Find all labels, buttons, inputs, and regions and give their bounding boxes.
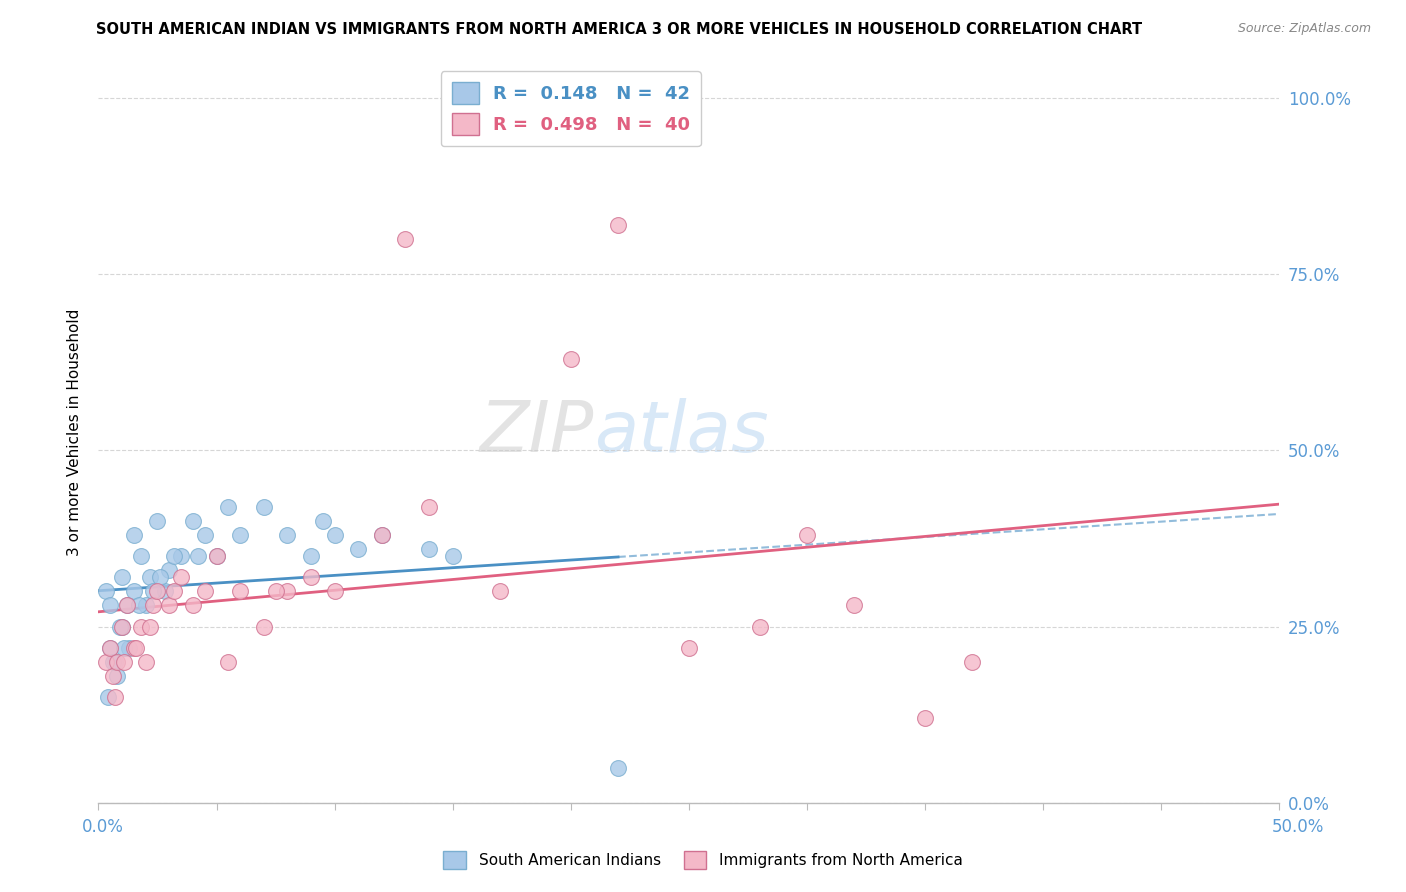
Point xyxy=(94,655,117,669)
Point xyxy=(253,619,276,633)
Point xyxy=(157,563,180,577)
Point xyxy=(139,570,162,584)
Point xyxy=(299,570,322,584)
Point xyxy=(98,640,121,655)
Point xyxy=(101,655,124,669)
Point xyxy=(142,584,165,599)
Point xyxy=(205,549,228,563)
Legend: R =  0.148   N =  42, R =  0.498   N =  40: R = 0.148 N = 42, R = 0.498 N = 40 xyxy=(440,71,702,146)
Text: atlas: atlas xyxy=(595,398,769,467)
Point xyxy=(194,584,217,599)
Text: 0.0%: 0.0% xyxy=(82,818,124,836)
Point xyxy=(111,619,134,633)
Point xyxy=(299,549,322,563)
Point xyxy=(607,760,630,774)
Point xyxy=(418,500,440,514)
Point xyxy=(323,584,346,599)
Point xyxy=(104,690,127,704)
Point xyxy=(796,528,818,542)
Point xyxy=(253,500,276,514)
Point xyxy=(105,655,128,669)
Point xyxy=(163,549,186,563)
Point xyxy=(962,655,984,669)
Point xyxy=(229,584,252,599)
Point xyxy=(108,619,131,633)
Point xyxy=(217,500,239,514)
Legend: South American Indians, Immigrants from North America: South American Indians, Immigrants from … xyxy=(437,845,969,875)
Point xyxy=(418,541,440,556)
Point xyxy=(347,541,370,556)
Point xyxy=(181,514,204,528)
Point xyxy=(264,584,287,599)
Text: 50.0%: 50.0% xyxy=(1271,818,1324,836)
Point xyxy=(146,584,169,599)
Point xyxy=(153,584,176,599)
Point xyxy=(187,549,209,563)
Point xyxy=(560,351,582,366)
Point xyxy=(115,599,138,613)
Point xyxy=(394,232,416,246)
Point xyxy=(441,549,464,563)
Point xyxy=(217,655,239,669)
Point xyxy=(157,599,180,613)
Point xyxy=(98,599,121,613)
Point xyxy=(844,599,866,613)
Point xyxy=(97,690,120,704)
Point xyxy=(170,549,193,563)
Point xyxy=(115,599,138,613)
Point xyxy=(118,640,141,655)
Point xyxy=(607,218,630,232)
Point xyxy=(914,711,936,725)
Y-axis label: 3 or more Vehicles in Household: 3 or more Vehicles in Household xyxy=(66,309,82,557)
Point xyxy=(748,619,770,633)
Point xyxy=(122,528,145,542)
Point xyxy=(139,619,162,633)
Point xyxy=(122,640,145,655)
Point xyxy=(323,528,346,542)
Point xyxy=(104,655,127,669)
Point xyxy=(276,584,298,599)
Point xyxy=(111,570,134,584)
Point xyxy=(94,584,117,599)
Text: ZIP: ZIP xyxy=(479,398,595,467)
Point xyxy=(112,655,135,669)
Point xyxy=(489,584,512,599)
Point xyxy=(128,599,150,613)
Point xyxy=(371,528,394,542)
Point xyxy=(135,655,157,669)
Point xyxy=(105,669,128,683)
Point xyxy=(205,549,228,563)
Point xyxy=(163,584,186,599)
Point xyxy=(312,514,335,528)
Point xyxy=(181,599,204,613)
Text: Source: ZipAtlas.com: Source: ZipAtlas.com xyxy=(1237,22,1371,36)
Text: SOUTH AMERICAN INDIAN VS IMMIGRANTS FROM NORTH AMERICA 3 OR MORE VEHICLES IN HOU: SOUTH AMERICAN INDIAN VS IMMIGRANTS FROM… xyxy=(96,22,1142,37)
Point xyxy=(111,619,134,633)
Point xyxy=(135,599,157,613)
Point xyxy=(229,528,252,542)
Point xyxy=(194,528,217,542)
Point xyxy=(122,584,145,599)
Point xyxy=(98,640,121,655)
Point xyxy=(146,514,169,528)
Point xyxy=(112,640,135,655)
Point xyxy=(129,549,152,563)
Point xyxy=(125,640,148,655)
Point xyxy=(678,640,700,655)
Point xyxy=(142,599,165,613)
Point xyxy=(170,570,193,584)
Point xyxy=(276,528,298,542)
Point xyxy=(371,528,394,542)
Point xyxy=(101,669,124,683)
Point xyxy=(129,619,152,633)
Point xyxy=(149,570,172,584)
